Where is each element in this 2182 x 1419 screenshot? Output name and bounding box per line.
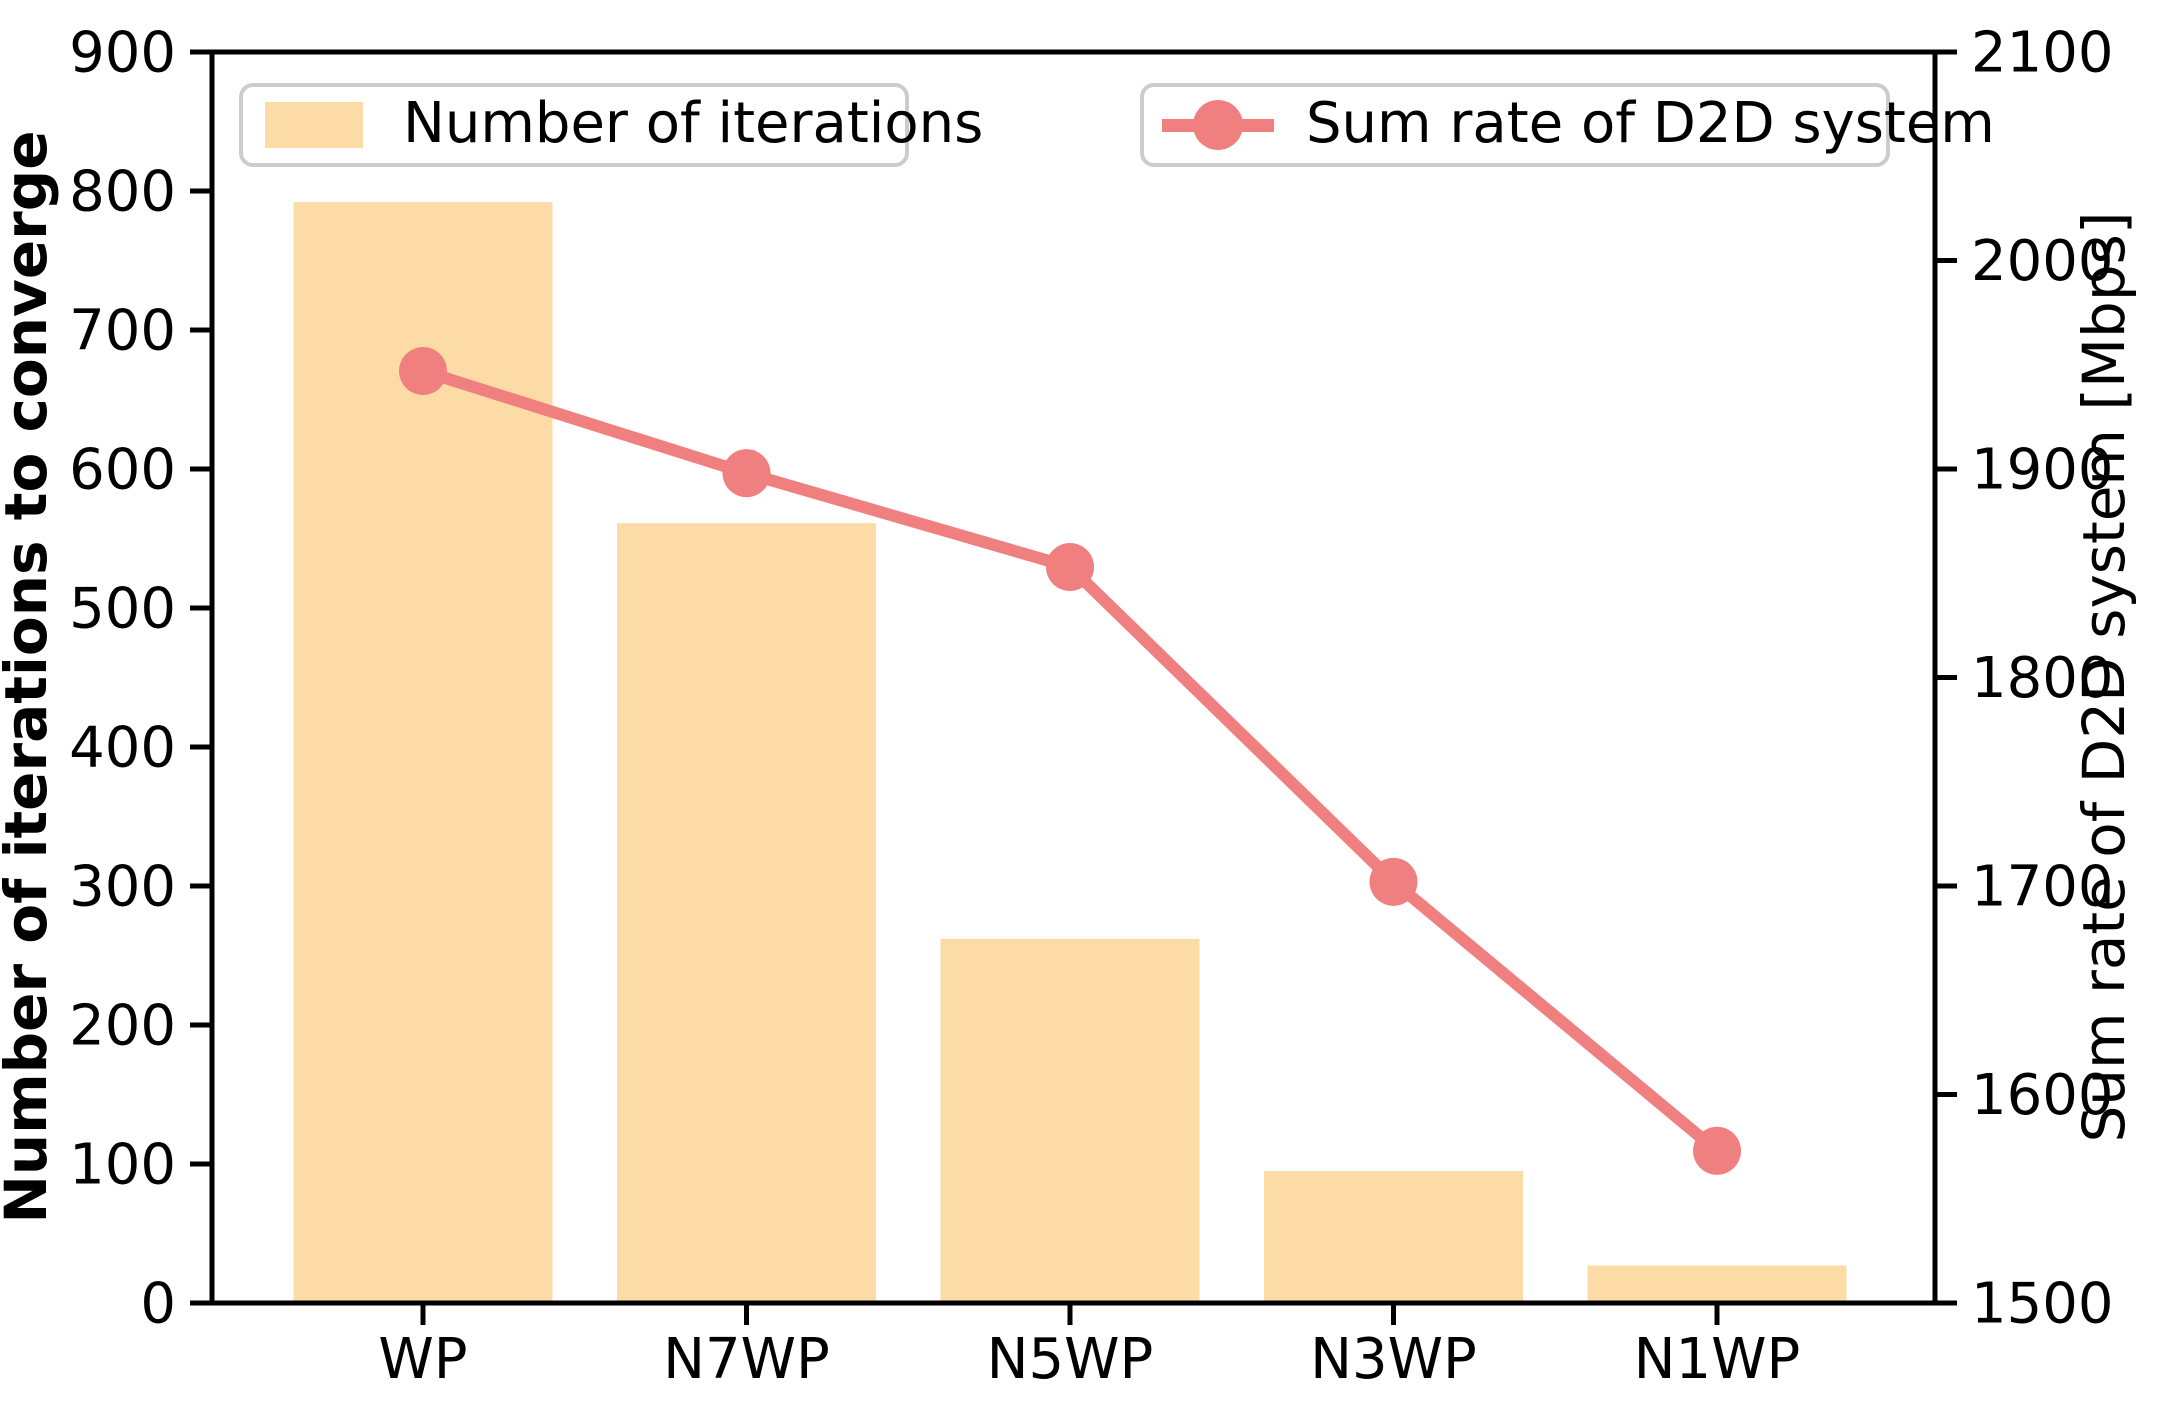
- y-left-tick-label: 700: [69, 299, 176, 364]
- legend-iterations: Number of iterations: [239, 83, 983, 167]
- y-axis-label-left: Number of iterations to converge: [0, 130, 60, 1223]
- y-right-tick-label: 2100: [1971, 21, 2114, 86]
- legend-iterations-label: Number of iterations: [403, 90, 984, 156]
- y-left-tick-label: 100: [69, 1133, 176, 1198]
- y-left-tick-label: 400: [69, 716, 176, 781]
- x-tick-label-N3WP: N3WP: [1310, 1327, 1477, 1392]
- data-point-marker-WP: [399, 347, 447, 396]
- y-right-tick-label: 2000: [1971, 229, 2114, 294]
- y-left-tick-label: 0: [140, 1272, 176, 1337]
- y-axis-label-right: Sum rate of D2D system [Mbps]: [2070, 211, 2138, 1142]
- y-left-tick-label: 800: [69, 160, 176, 225]
- y-left-tick-label: 200: [69, 994, 176, 1059]
- y-left-tick-label: 300: [69, 855, 176, 920]
- legend-sumrate: Sum rate of D2D system: [1140, 83, 1995, 167]
- y-right-tick-label: 1800: [1971, 646, 2114, 711]
- legend-bar-swatch: [265, 102, 363, 148]
- legend-sumrate-label: Sum rate of D2D system: [1306, 90, 1995, 156]
- y-axis-left-ticks: 0 100 200 300 400 500 600 700 800 900: [69, 21, 212, 1337]
- y-right-tick-label: 1600: [1971, 1063, 2114, 1128]
- bar-N3WP: [1264, 1170, 1523, 1303]
- data-point-marker-N7WP: [722, 449, 771, 498]
- legend-circle-marker-icon: [1193, 100, 1243, 150]
- y-axis-right-ticks: 1500 1600 1700 1800 1900 2000 2100: [1935, 21, 2114, 1337]
- x-tick-label-N7WP: N7WP: [663, 1327, 830, 1392]
- y-right-tick-label: 1900: [1971, 438, 2114, 503]
- legend-line-marker-icon: [1162, 100, 1274, 150]
- bar-N1WP: [1587, 1265, 1847, 1303]
- y-right-tick-label: 1500: [1971, 1272, 2114, 1337]
- bar-N5WP: [940, 938, 1200, 1303]
- x-tick-label-N5WP: N5WP: [987, 1327, 1154, 1392]
- data-point-marker-N1WP: [1693, 1126, 1741, 1175]
- y-left-tick-label: 600: [69, 438, 176, 503]
- y-left-tick-label: 500: [69, 577, 176, 642]
- x-tick-label-N1WP: N1WP: [1634, 1327, 1801, 1392]
- data-point-marker-N3WP: [1369, 857, 1418, 906]
- line-markers: [399, 347, 1741, 1175]
- x-tick-label-WP: WP: [378, 1327, 467, 1392]
- y-left-tick-label: 900: [69, 21, 176, 86]
- data-point-marker-N5WP: [1046, 542, 1094, 591]
- y-right-tick-label: 1700: [1971, 855, 2114, 920]
- bars-series: [293, 202, 1847, 1303]
- bar-N7WP: [617, 523, 876, 1303]
- x-axis-ticks: WP N7WP N5WP N3WP N1WP: [378, 1303, 1800, 1392]
